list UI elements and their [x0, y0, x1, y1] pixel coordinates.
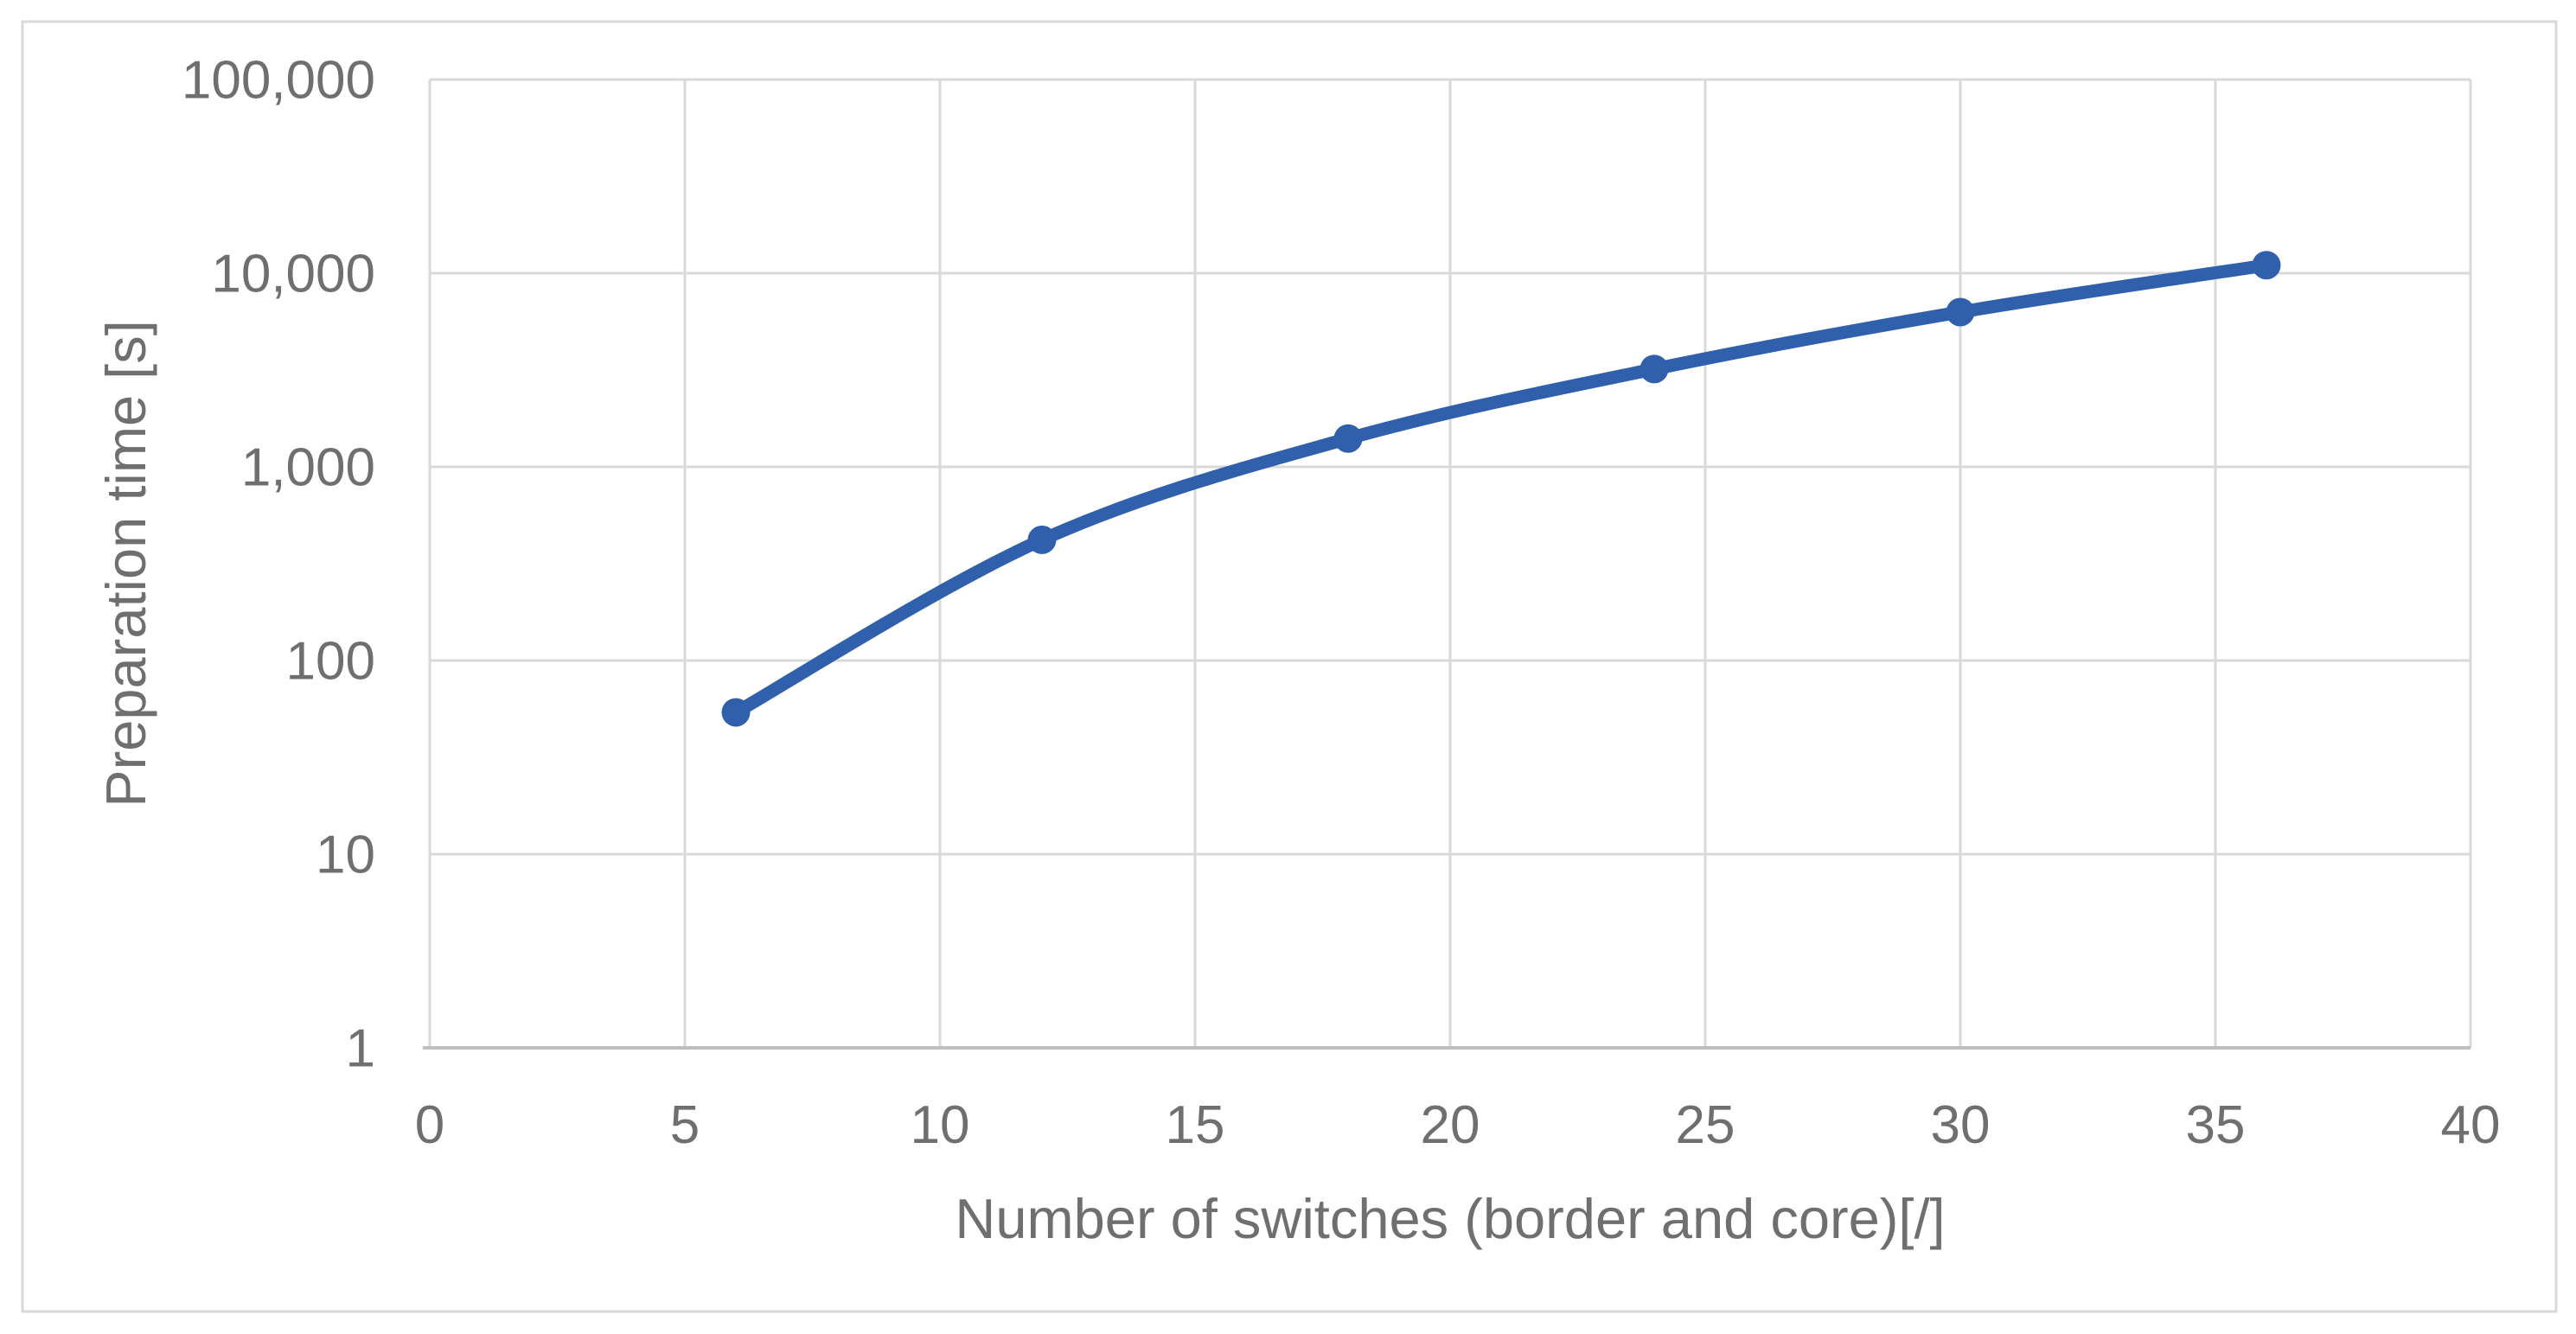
chart-border	[21, 20, 2558, 1313]
tick-labels: 0 5 10 15 20 25 30 35 40 1 10 100 1,000 10,000 100,000	[182, 51, 2501, 1155]
series-line	[729, 259, 2273, 719]
y-tick-label: 100,000	[182, 51, 375, 111]
x-tick-label: 30	[1931, 1095, 1991, 1155]
x-tick-label: 10	[911, 1095, 970, 1155]
x-tick-label: 15	[1166, 1095, 1225, 1155]
data-point-marker	[1640, 354, 1669, 384]
x-tick-label: 0	[415, 1095, 444, 1155]
y-axis-title: Preparation time [s]	[94, 320, 157, 807]
x-tick-label: 5	[670, 1095, 700, 1155]
data-point-marker	[2252, 251, 2281, 280]
x-tick-label: 20	[1421, 1095, 1480, 1155]
x-tick-label: 40	[2441, 1095, 2501, 1155]
data-series	[721, 251, 2281, 727]
y-tick-label: 1	[346, 1019, 375, 1079]
data-point-marker	[721, 698, 751, 727]
y-tick-label: 100	[286, 632, 375, 692]
data-point-marker	[1946, 297, 1975, 327]
y-tick-label: 10,000	[211, 245, 375, 304]
y-tick-label: 10	[316, 826, 375, 885]
x-axis-title: Number of switches (border and core)[/]	[955, 1187, 1945, 1250]
data-point-marker	[1027, 525, 1057, 554]
data-point-marker	[1333, 424, 1363, 453]
x-tick-label: 35	[2186, 1095, 2246, 1155]
x-tick-label: 25	[1676, 1095, 1735, 1155]
y-tick-label: 1,000	[241, 438, 375, 498]
